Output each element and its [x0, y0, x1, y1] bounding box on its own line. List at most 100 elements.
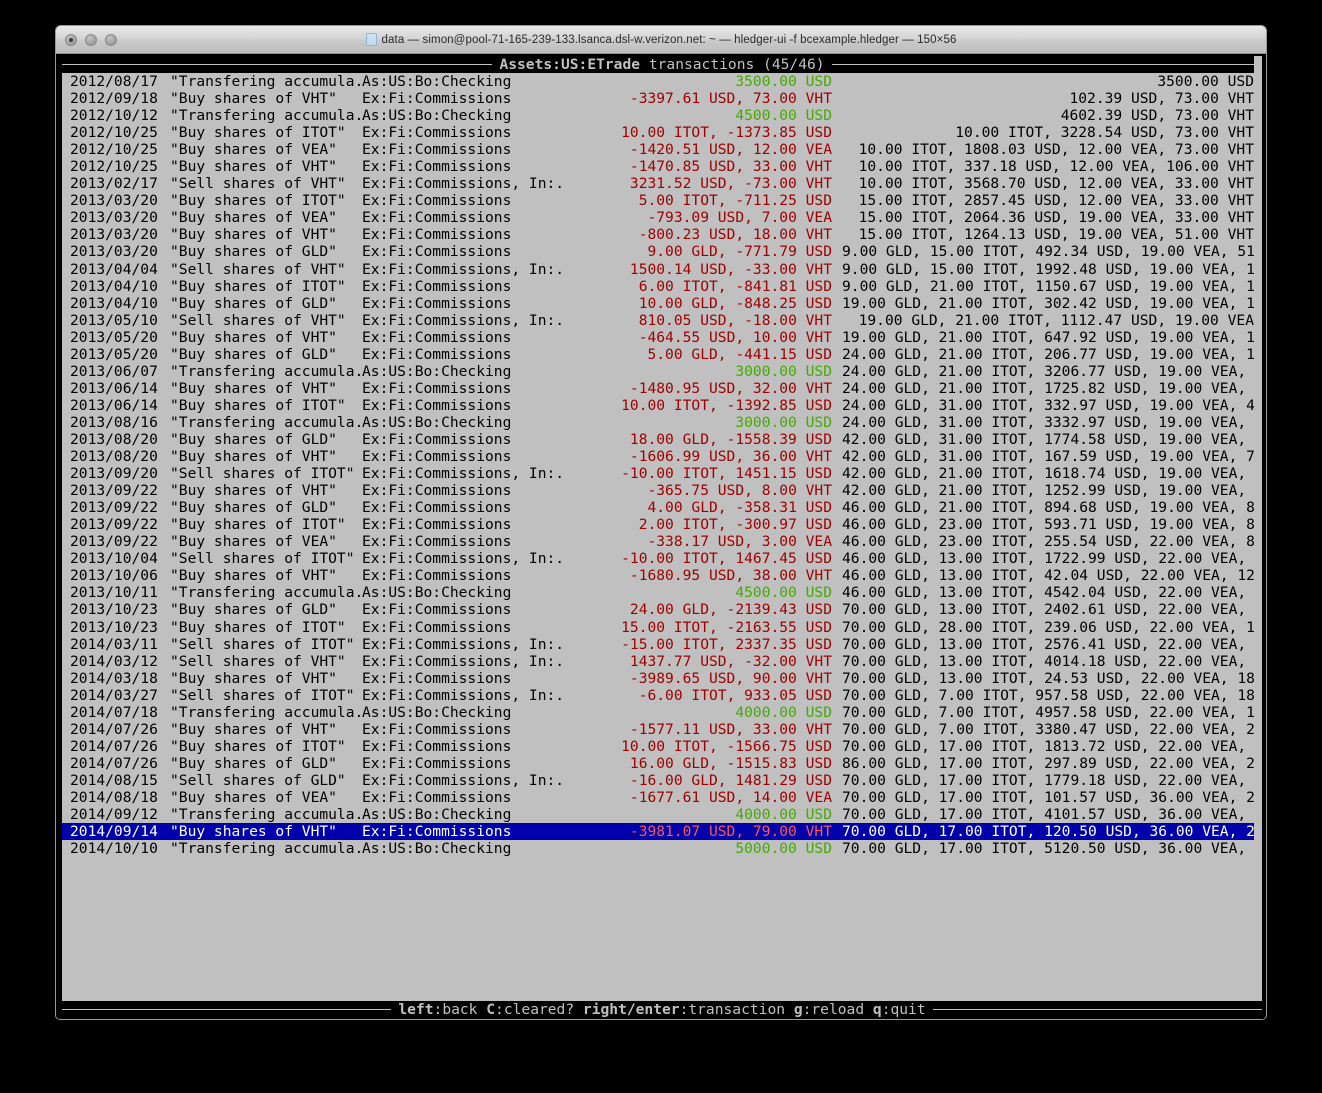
table-row[interactable]: 2012/10/25 "Buy shares of VEA" Ex:Fi:Commi… [62, 141, 1262, 158]
table-row[interactable]: 2013/10/11 "Transfering accumula.. As:US:B… [62, 584, 1262, 601]
cell-desc: "Transfering accumula.. [170, 840, 360, 858]
table-row[interactable]: 2013/06/14 "Buy shares of VHT" Ex:Fi:Commi… [62, 380, 1262, 397]
table-row[interactable]: 2013/09/22 "Buy shares of VEA" Ex:Fi:Commi… [62, 533, 1262, 550]
table-row[interactable]: 2013/05/10 "Sell shares of VHT" Ex:Fi:Comm… [62, 312, 1262, 329]
cell-acct: Ex:Fi:Commissions, In:.. [362, 260, 562, 278]
cell-acct: Ex:Fi:Commissions [362, 720, 512, 738]
table-row[interactable]: 2013/10/23 "Buy shares of GLD" Ex:Fi:Commi… [62, 601, 1262, 618]
window-titlebar: data — simon@pool-71-165-239-133.lsanca.… [56, 26, 1266, 54]
table-row[interactable]: 2013/04/10 "Buy shares of ITOT" Ex:Fi:Comm… [62, 278, 1262, 295]
cell-desc: "Transfering accumula.. [170, 107, 360, 125]
table-row[interactable]: 2013/03/20 "Buy shares of ITOT" Ex:Fi:Comm… [62, 192, 1262, 209]
table-row[interactable]: 2013/03/20 "Buy shares of VHT" Ex:Fi:Commi… [62, 226, 1262, 243]
transactions-list[interactable]: 2012/08/17 "Transfering accumula.. As:US:B… [62, 73, 1262, 1001]
cell-desc: "Buy shares of VHT" [170, 90, 337, 108]
cell-bal: 102.39 USD, 73.00 VHT [1069, 90, 1254, 108]
cell-acct: As:US:Bo:Checking [362, 584, 512, 602]
cell-desc: "Sell shares of VHT" [170, 311, 346, 329]
table-row[interactable]: 2013/10/04 "Sell shares of ITOT" Ex:Fi:Com… [62, 550, 1262, 567]
cell-bal: 46.00 GLD, 13.00 ITOT, 4542.04 USD, 22.0… [842, 584, 1262, 602]
table-row[interactable]: 2013/08/20 "Buy shares of GLD" Ex:Fi:Commi… [62, 431, 1262, 448]
table-row[interactable]: 2013/05/20 "Buy shares of VHT" Ex:Fi:Commi… [62, 329, 1262, 346]
cell-date: 2013/09/22 [70, 533, 158, 551]
table-row[interactable]: 2014/03/12 "Sell shares of VHT" Ex:Fi:Comm… [62, 653, 1262, 670]
cell-amt: 18.00 GLD, -1558.39 USD [629, 430, 832, 448]
minimize-button[interactable] [85, 34, 97, 46]
cell-desc: "Transfering accumula.. [170, 73, 360, 90]
cell-amt: 1500.14 USD, -33.00 VHT [629, 260, 832, 278]
table-row[interactable]: 2014/03/11 "Sell shares of ITOT" Ex:Fi:Com… [62, 636, 1262, 653]
cell-desc: "Buy shares of GLD" [170, 601, 337, 619]
cell-amt: 10.00 ITOT, -1566.75 USD [621, 737, 832, 755]
table-row[interactable]: 2013/08/16 "Transfering accumula.. As:US:B… [62, 414, 1262, 431]
cell-desc: "Buy shares of VHT" [170, 226, 337, 244]
cell-date: 2013/04/10 [70, 277, 158, 295]
table-row[interactable]: 2013/03/20 "Buy shares of VEA" Ex:Fi:Commi… [62, 209, 1262, 226]
cell-amt: -6.00 ITOT, 933.05 USD [638, 686, 832, 704]
table-row[interactable]: 2012/10/25 "Buy shares of ITOT" Ex:Fi:Comm… [62, 124, 1262, 141]
cell-amt: -338.17 USD, 3.00 VEA [647, 533, 832, 551]
table-row[interactable]: 2012/08/17 "Transfering accumula.. As:US:B… [62, 73, 1262, 90]
table-row[interactable]: 2013/03/20 "Buy shares of GLD" Ex:Fi:Commi… [62, 243, 1262, 260]
cell-acct: As:US:Bo:Checking [362, 413, 512, 431]
cell-date: 2013/05/20 [70, 345, 158, 363]
table-row[interactable]: 2014/07/26 "Buy shares of ITOT" Ex:Fi:Comm… [62, 738, 1262, 755]
cell-amt: -16.00 GLD, 1481.29 USD [629, 771, 832, 789]
cell-date: 2012/10/25 [70, 158, 158, 176]
table-row[interactable]: 2013/05/20 "Buy shares of GLD" Ex:Fi:Commi… [62, 346, 1262, 363]
cell-date: 2012/09/18 [70, 90, 158, 108]
window-title: data — simon@pool-71-165-239-133.lsanca.… [365, 33, 957, 46]
table-row[interactable]: 2014/08/15 "Sell shares of GLD" Ex:Fi:Comm… [62, 772, 1262, 789]
table-row[interactable]: 2014/03/27 "Sell shares of ITOT" Ex:Fi:Com… [62, 687, 1262, 704]
header-rule-right [831, 64, 1262, 65]
table-row[interactable]: 2014/07/26 "Buy shares of GLD" Ex:Fi:Commi… [62, 755, 1262, 772]
cell-bal: 70.00 GLD, 17.00 ITOT, 1813.72 USD, 22.0… [842, 737, 1262, 755]
table-row[interactable]: 2014/10/10 "Transfering accumula.. As:US:B… [62, 840, 1262, 857]
footer-keybindings: left:back C:cleared? right/enter:transac… [391, 1001, 932, 1018]
table-row[interactable]: 2012/10/12 "Transfering accumula.. As:US:B… [62, 107, 1262, 124]
cell-bal: 24.00 GLD, 31.00 ITOT, 332.97 USD, 19.00… [842, 396, 1262, 414]
table-row[interactable]: 2013/09/22 "Buy shares of ITOT" Ex:Fi:Comm… [62, 516, 1262, 533]
table-row[interactable]: 2013/09/22 "Buy shares of GLD" Ex:Fi:Commi… [62, 499, 1262, 516]
cell-desc: "Sell shares of ITOT" [170, 465, 355, 483]
table-row[interactable]: 2013/08/20 "Buy shares of VHT" Ex:Fi:Commi… [62, 448, 1262, 465]
cell-desc: "Sell shares of GLD" [170, 771, 346, 789]
cell-desc: "Buy shares of VHT" [170, 158, 337, 176]
cell-amt: 4000.00 USD [735, 703, 832, 721]
cell-acct: Ex:Fi:Commissions, In:.. [362, 771, 562, 789]
cell-amt: 9.00 GLD, -771.79 USD [647, 243, 832, 261]
table-row[interactable]: 2013/09/20 "Sell shares of ITOT" Ex:Fi:Com… [62, 465, 1262, 482]
close-button[interactable] [65, 34, 77, 46]
cell-desc: "Buy shares of VEA" [170, 788, 337, 806]
cell-amt: 10.00 ITOT, -1392.85 USD [621, 396, 832, 414]
terminal-bezel-left [56, 54, 62, 1019]
table-row[interactable]: 2013/06/07 "Transfering accumula.. As:US:B… [62, 363, 1262, 380]
cell-acct: As:US:Bo:Checking [362, 703, 512, 721]
table-row[interactable]: 2013/04/04 "Sell shares of VHT" Ex:Fi:Comm… [62, 261, 1262, 278]
cell-bal: 19.00 GLD, 21.00 ITOT, 1112.47 USD, 19.0… [858, 311, 1254, 329]
cell-bal: 3500.00 USD [1157, 73, 1254, 90]
cell-bal: 70.00 GLD, 17.00 ITOT, 1779.18 USD, 22.0… [842, 771, 1262, 789]
table-row[interactable]: 2013/10/23 "Buy shares of ITOT" Ex:Fi:Comm… [62, 619, 1262, 636]
table-row[interactable]: 2012/09/18 "Buy shares of VHT" Ex:Fi:Commi… [62, 90, 1262, 107]
table-row[interactable]: 2013/06/14 "Buy shares of ITOT" Ex:Fi:Comm… [62, 397, 1262, 414]
cell-bal: 70.00 GLD, 13.00 ITOT, 4014.18 USD, 22.0… [842, 652, 1262, 670]
table-row[interactable]: 2014/03/18 "Buy shares of VHT" Ex:Fi:Commi… [62, 670, 1262, 687]
table-row[interactable]: 2014/07/18 "Transfering accumula.. As:US:B… [62, 704, 1262, 721]
cell-amt: 810.05 USD, -18.00 VHT [638, 311, 832, 329]
header-suffix: transactions (45/46) [640, 56, 825, 73]
table-row[interactable]: 2013/10/06 "Buy shares of VHT" Ex:Fi:Commi… [62, 567, 1262, 584]
cell-date: 2013/10/11 [70, 584, 158, 602]
table-row[interactable]: 2012/10/25 "Buy shares of VHT" Ex:Fi:Commi… [62, 158, 1262, 175]
table-row[interactable]: 2014/09/12 "Transfering accumula.. As:US:B… [62, 806, 1262, 823]
table-row[interactable]: 2014/07/26 "Buy shares of VHT" Ex:Fi:Commi… [62, 721, 1262, 738]
table-row-selected[interactable]: 2014/09/14 "Buy shares of VHT" Ex:Fi:Commi… [62, 823, 1262, 841]
cell-date: 2013/05/20 [70, 328, 158, 346]
cell-date: 2013/10/23 [70, 618, 158, 636]
table-row[interactable]: 2013/02/17 "Sell shares of VHT" Ex:Fi:Comm… [62, 175, 1262, 192]
table-row[interactable]: 2014/08/18 "Buy shares of VEA" Ex:Fi:Commi… [62, 789, 1262, 806]
zoom-button[interactable] [105, 34, 117, 46]
scrollbar[interactable] [1254, 56, 1262, 1018]
table-row[interactable]: 2013/04/10 "Buy shares of GLD" Ex:Fi:Commi… [62, 295, 1262, 312]
table-row[interactable]: 2013/09/22 "Buy shares of VHT" Ex:Fi:Commi… [62, 482, 1262, 499]
